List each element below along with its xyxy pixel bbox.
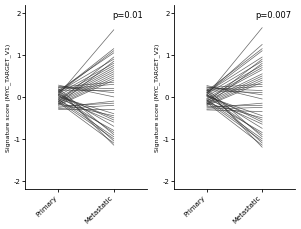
Y-axis label: Signature score (MYC_TARGET_V2): Signature score (MYC_TARGET_V2) xyxy=(154,44,160,151)
Text: p=0.007: p=0.007 xyxy=(256,11,292,20)
Y-axis label: Signature score (MYC_TARGET_V1): Signature score (MYC_TARGET_V1) xyxy=(5,44,11,151)
Text: p=0.01: p=0.01 xyxy=(113,11,143,20)
